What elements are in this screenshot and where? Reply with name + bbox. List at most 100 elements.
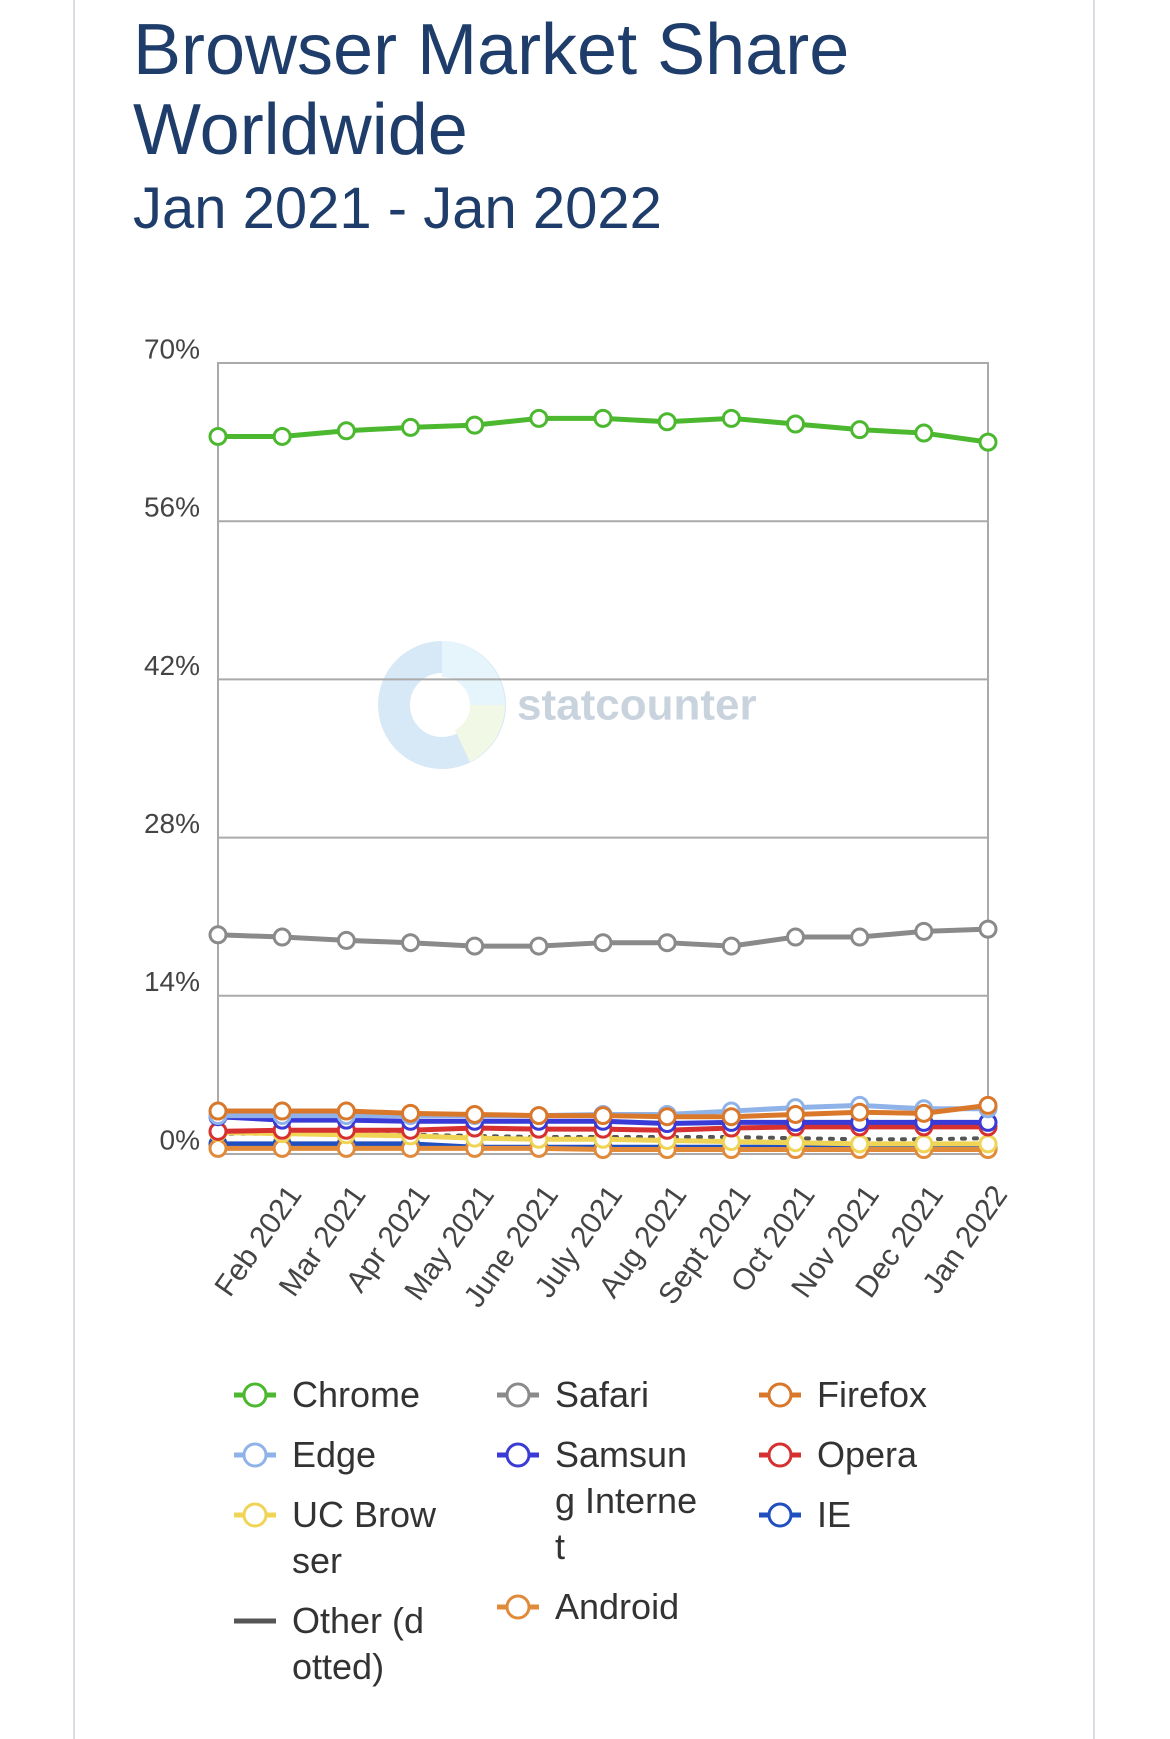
data-point xyxy=(529,1106,549,1126)
data-point xyxy=(786,1133,805,1153)
legend-dot xyxy=(242,1382,268,1408)
plot-border xyxy=(217,362,989,1155)
data-point xyxy=(336,1101,356,1121)
watermark-logo xyxy=(378,641,506,769)
data-point xyxy=(465,1104,485,1124)
legend-dot xyxy=(505,1594,531,1620)
legend-dot xyxy=(242,1442,268,1468)
y-tick-label: 28% xyxy=(144,808,200,839)
data-point xyxy=(978,919,998,939)
data-point xyxy=(721,408,741,428)
legend-dot xyxy=(767,1382,793,1408)
legend-marker xyxy=(234,1442,276,1468)
data-point xyxy=(721,936,741,956)
legend-item: IE xyxy=(755,1492,967,1538)
legend-column: Safari Samsung Internet Android xyxy=(493,1372,723,1644)
data-point xyxy=(401,417,420,437)
data-point xyxy=(978,432,998,452)
data-point xyxy=(850,1134,870,1154)
data-point xyxy=(593,408,613,428)
data-point xyxy=(336,930,356,950)
y-tick-label: 56% xyxy=(144,492,200,523)
data-point xyxy=(786,1104,805,1124)
watermark: statcounter xyxy=(517,681,757,730)
data-point xyxy=(850,420,870,440)
data-point xyxy=(208,925,228,945)
legend-item: Firefox xyxy=(755,1372,967,1418)
legend-marker xyxy=(234,1382,276,1408)
legend-item: Android xyxy=(493,1584,705,1630)
legend-label: Other (dotted) xyxy=(292,1600,425,1687)
data-point xyxy=(657,1107,677,1127)
data-point xyxy=(978,1134,998,1154)
data-point xyxy=(208,426,228,446)
legend-item: Safari xyxy=(493,1372,705,1418)
legend-item: Opera xyxy=(755,1432,967,1478)
frame xyxy=(73,0,1095,1739)
legend-label: Firefox xyxy=(817,1374,928,1415)
legend-label: Chrome xyxy=(292,1374,421,1415)
legend-marker xyxy=(497,1442,539,1468)
data-point xyxy=(208,1101,228,1121)
legend-label: Safari xyxy=(555,1374,650,1415)
data-point xyxy=(914,921,934,941)
data-point xyxy=(529,408,549,428)
legend-dot xyxy=(242,1502,268,1528)
legend-marker xyxy=(497,1594,539,1620)
legend-label: IE xyxy=(817,1494,852,1535)
data-point xyxy=(465,415,485,435)
data-point xyxy=(657,412,677,432)
y-tick-label: 0% xyxy=(160,1124,200,1155)
legend-marker xyxy=(234,1618,276,1624)
data-point xyxy=(593,1106,613,1126)
legend-dot xyxy=(505,1442,531,1468)
legend-marker xyxy=(759,1382,801,1408)
legend-item: Other (dotted) xyxy=(230,1598,442,1690)
data-point xyxy=(401,1103,420,1123)
y-tick-label: 42% xyxy=(144,650,200,681)
data-point xyxy=(208,1138,228,1158)
legend-label: Edge xyxy=(292,1434,377,1475)
legend-dot xyxy=(767,1502,793,1528)
legend-marker xyxy=(759,1442,801,1468)
data-point xyxy=(786,927,805,947)
legend-label: Opera xyxy=(817,1434,918,1475)
data-point xyxy=(914,1103,934,1123)
data-point xyxy=(336,421,356,441)
y-tick-label: 70% xyxy=(144,333,200,364)
legend-marker xyxy=(234,1502,276,1528)
data-point xyxy=(272,426,292,446)
legend-item: Chrome xyxy=(230,1372,442,1418)
data-point xyxy=(657,933,677,953)
data-point xyxy=(914,1134,934,1154)
chart: statcounter 0%14%28%42%56%70%Feb 2021Mar… xyxy=(144,333,1014,1313)
y-tick-label: 14% xyxy=(144,966,200,997)
legend-label: Samsung Internet xyxy=(555,1434,698,1567)
legend-item: Samsung Internet xyxy=(493,1432,705,1570)
data-point xyxy=(914,423,934,443)
data-point xyxy=(786,414,805,434)
legend-item: UC Browser xyxy=(230,1492,442,1584)
data-point xyxy=(465,936,485,956)
legend-column: Chrome Edge UC Browser Other (dotted) xyxy=(230,1372,460,1704)
data-point xyxy=(272,1101,292,1121)
legend-label: Android xyxy=(555,1586,680,1627)
chart-subtitle: Jan 2021 - Jan 2022 xyxy=(133,176,662,241)
data-point xyxy=(850,927,870,947)
legend-dot xyxy=(505,1382,531,1408)
data-point xyxy=(529,936,549,956)
data-point xyxy=(721,1107,741,1127)
legend-marker xyxy=(497,1382,539,1408)
data-point xyxy=(850,1102,870,1122)
legend-dot xyxy=(767,1442,793,1468)
legend-marker xyxy=(759,1502,801,1528)
legend-column: Firefox Opera IE xyxy=(755,1372,985,1552)
data-point xyxy=(401,933,420,953)
data-point xyxy=(593,933,613,953)
chart-title: Browser Market Share Worldwide xyxy=(133,10,850,170)
data-point xyxy=(978,1095,998,1115)
legend-item: Edge xyxy=(230,1432,442,1478)
data-point xyxy=(272,927,292,947)
legend-label: UC Browser xyxy=(292,1494,437,1581)
